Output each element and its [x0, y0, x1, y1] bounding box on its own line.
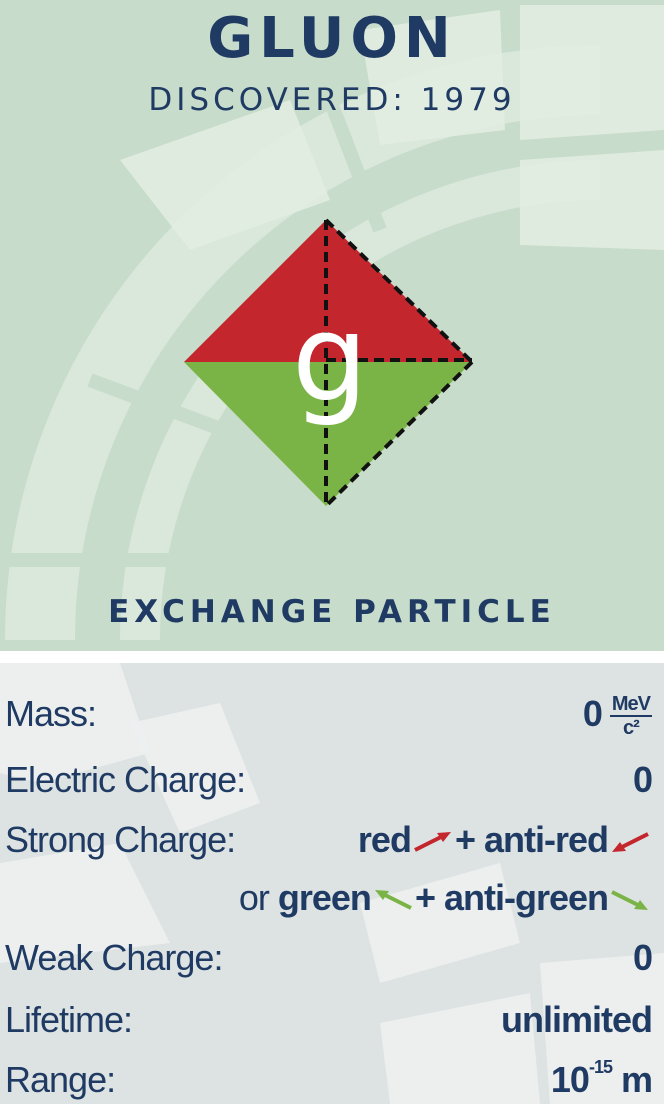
properties-panel: Mass: 0 MeV c² Electric Charge: 0 Strong C… [0, 663, 664, 1104]
color-green: green [277, 877, 372, 918]
particle-category: EXCHANGE PARTICLE [108, 594, 556, 630]
weak-charge-label: Weak Charge: [5, 937, 223, 978]
weak-charge-row: Weak Charge: 0 [0, 931, 664, 987]
range-label: Range: [5, 1059, 116, 1100]
or-text: or [238, 877, 270, 918]
strong-charge-row: Strong Charge: red + anti-red [0, 813, 664, 869]
color-anti-green: + anti-green [414, 877, 609, 918]
electric-charge-label: Electric Charge: [5, 759, 246, 800]
color-red: red [357, 819, 412, 860]
electric-charge-value: 0 [632, 759, 653, 800]
mass-label: Mass: [5, 693, 97, 734]
mass-unit-denominator: c² [623, 717, 640, 740]
strong-charge-label: Strong Charge: [5, 819, 236, 860]
color-anti-red: + anti-red [454, 819, 609, 860]
mass-value: 0 MeV c² [583, 693, 652, 739]
particle-card-header: GLUON DISCOVERED: 1979 g EXCHANGE PARTIC… [0, 0, 664, 651]
mass-unit-numerator: MeV [609, 693, 652, 718]
background-rings-decoration-lower [0, 663, 664, 1104]
range-row: Range: 10-15 m [0, 1053, 664, 1104]
lifetime-row: Lifetime: unlimited [0, 993, 664, 1049]
lifetime-value: unlimited [501, 999, 653, 1040]
background-rings-decoration [5, 5, 664, 641]
gluon-symbol-diamond: g [184, 218, 474, 508]
lifetime-label: Lifetime: [5, 999, 133, 1040]
range-value: 10-15 m [550, 1057, 653, 1101]
mass-row: Mass: 0 MeV c² [0, 687, 664, 743]
particle-symbol: g [292, 290, 368, 429]
anti-green-arrow-icon [611, 890, 648, 911]
range-base: 10 [550, 1059, 590, 1100]
green-arrow-icon [374, 890, 412, 911]
anti-red-arrow-icon [612, 832, 649, 853]
range-exponent: -15 [588, 1057, 613, 1077]
strong-charge-value-line1: red + anti-red [358, 819, 652, 861]
strong-charge-value-line2: or green + anti-green [239, 877, 652, 919]
mass-unit: MeV c² [609, 693, 652, 740]
particle-name: GLUON [207, 6, 457, 71]
weak-charge-value: 0 [632, 937, 653, 978]
mass-number: 0 [582, 693, 603, 734]
strong-charge-row-2: or green + anti-green [0, 871, 664, 927]
discovery-year: DISCOVERED: 1979 [148, 82, 516, 118]
red-arrow-icon [414, 832, 451, 853]
range-unit: m [620, 1059, 653, 1100]
electric-charge-row: Electric Charge: 0 [0, 753, 664, 809]
